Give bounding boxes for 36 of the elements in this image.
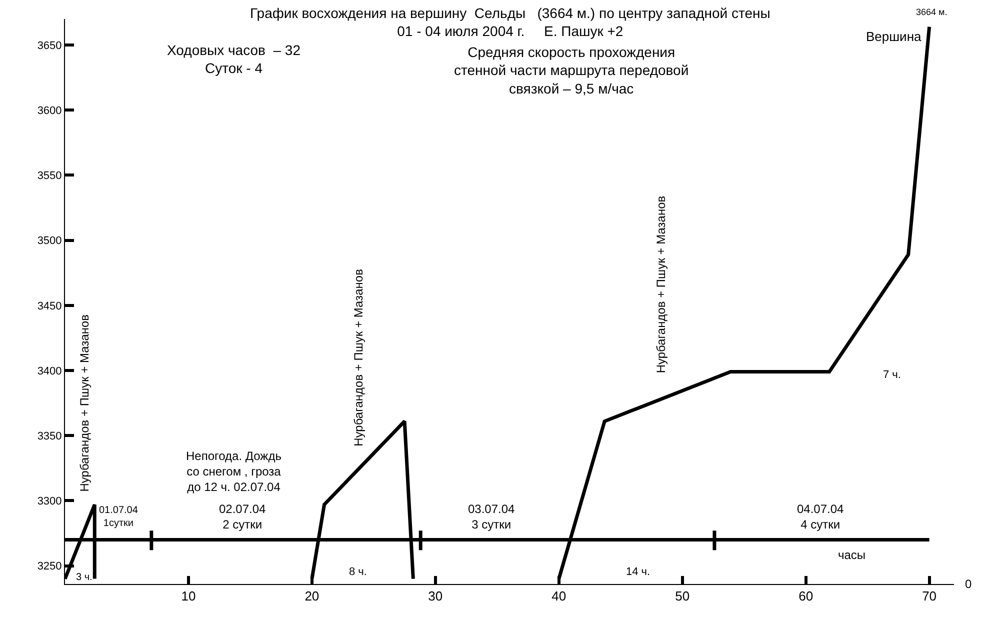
y-tick-label: 3250 — [37, 560, 62, 573]
annotation: Непогода. Дождь со снегом , гроза до 12 ч. 02.07.04 — [186, 449, 282, 494]
y-tick-label: 3450 — [37, 300, 62, 312]
annotation: 04.07.04 4 сутки — [797, 502, 844, 532]
annotation: Ходовых часов – 32 Суток - 4 — [167, 42, 301, 76]
y-tick-label: 3600 — [37, 104, 62, 117]
x-tick-label: 40 — [552, 588, 566, 604]
chart-subtitle: 01 - 04 июля 2004 г. Е. Пашук +2 — [397, 23, 624, 40]
x-tick-label: 30 — [428, 588, 443, 604]
y-tick-label: 3350 — [37, 430, 62, 442]
y-tick-label: 3300 — [37, 496, 62, 508]
annotation: 01.07.04 1сутки — [99, 505, 138, 529]
x-tick-label: 50 — [675, 588, 690, 604]
annotation: Нурбагандов + Пшук + Мазанов — [77, 314, 92, 492]
text: 0 — [965, 577, 972, 591]
text: 3664 м. — [916, 7, 948, 17]
annotation: Нурбагандов + Пшук + Мазанов — [654, 196, 668, 374]
annotation: Нурбагандов + Пшук + Мазанов — [351, 269, 366, 446]
y-tick-label: 3650 — [37, 40, 62, 52]
y-tick-label: 3500 — [37, 235, 62, 248]
y-tick-label: 3400 — [37, 365, 62, 378]
annotation: 7 ч. — [883, 369, 901, 381]
y-tick-label: 3550 — [37, 170, 62, 182]
annotation: 02.07.04 2 сутки — [219, 502, 266, 532]
x-tick-label: 70 — [922, 588, 937, 604]
x-axis-title: часы — [838, 548, 866, 562]
annotation: Средняя скорость прохождения стенной части маршрута передовой связкой – 9,5 м/час — [454, 44, 689, 96]
annotation: 3 ч. — [76, 572, 92, 583]
annotation: Вершина — [866, 29, 922, 44]
x-tick-label: 20 — [304, 588, 320, 604]
annotation: 14 ч. — [626, 566, 650, 578]
x-tick-label: 60 — [798, 588, 814, 604]
annotation: 03.07.04 3 сутки — [468, 502, 516, 532]
x-tick-label: 10 — [181, 588, 196, 604]
chart-title: График восхождения на вершину Сельды (3664 м.) по центру западной стены — [250, 5, 770, 21]
annotation: 8 ч. — [349, 566, 367, 578]
